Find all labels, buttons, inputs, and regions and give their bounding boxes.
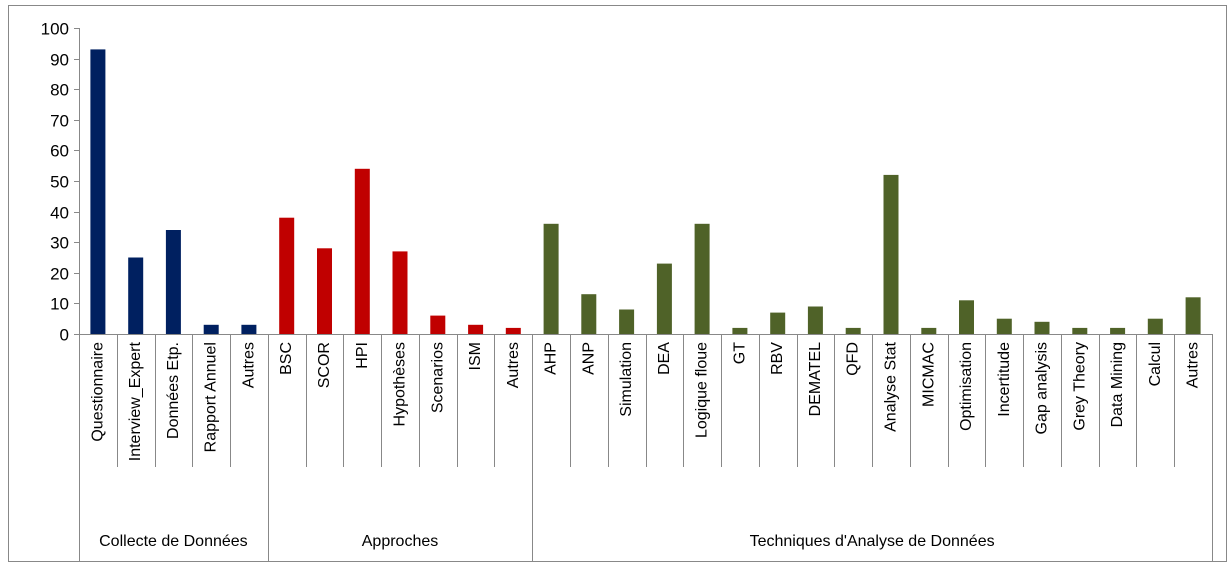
bar-micmac — [921, 327, 937, 334]
category-label: Autres — [505, 342, 522, 388]
bar-analyse-stat — [883, 174, 899, 334]
category-label: ISM — [467, 342, 484, 370]
bar-incertitude — [996, 318, 1012, 334]
category-label: Questionnaire — [89, 342, 106, 442]
category-label: BSC — [278, 342, 295, 375]
category-label: Grey Theory — [1071, 342, 1088, 431]
bar-gt — [732, 327, 748, 334]
y-tick-label: 80 — [50, 81, 69, 100]
y-tick-label: 0 — [60, 326, 69, 345]
category-label: Gap analysis — [1034, 342, 1051, 435]
bar-grey-theory — [1072, 327, 1088, 334]
category-label: SCOR — [316, 342, 333, 388]
bar-questionnaire — [90, 49, 106, 335]
bar-dea — [656, 263, 672, 334]
bar-calcul — [1147, 318, 1163, 334]
bar-ism — [468, 324, 484, 334]
y-tick-label: 50 — [50, 173, 69, 192]
group-label: Approches — [362, 533, 439, 550]
y-tick-label: 10 — [50, 295, 69, 314]
bar-data-mining — [1110, 327, 1126, 334]
y-tick-label: 40 — [50, 204, 69, 223]
category-label: Rapport Annuel — [203, 342, 220, 452]
category-label: Scenarios — [429, 342, 446, 413]
category-label: Logique floue — [694, 342, 711, 438]
y-tick-label: 60 — [50, 142, 69, 161]
y-tick-label: 30 — [50, 234, 69, 253]
y-tick-label: 20 — [50, 265, 69, 284]
bar-autres — [1185, 297, 1201, 334]
bar-ahp — [543, 223, 559, 334]
y-tick-label: 100 — [41, 20, 69, 39]
group-label: Techniques d'Analyse de Données — [750, 533, 995, 550]
bar-bsc — [279, 217, 295, 334]
bar-gap-analysis — [1034, 321, 1050, 334]
category-label: Hypothèses — [392, 342, 409, 427]
bar-optimisation — [959, 300, 974, 334]
bar-simulation — [619, 309, 635, 334]
category-label: DEA — [656, 342, 673, 375]
bar-scenarios — [430, 315, 446, 334]
category-label: DEMATEL — [807, 342, 824, 416]
bar-autres — [505, 327, 521, 334]
category-label: HPI — [354, 342, 371, 369]
category-label: MICMAC — [920, 342, 937, 407]
chart-frame — [8, 5, 1227, 562]
bar-anp — [581, 294, 597, 334]
bar-scor — [317, 248, 332, 334]
bar-rbv — [770, 312, 786, 334]
category-label: AHP — [543, 342, 560, 375]
y-tick-label: 90 — [50, 51, 69, 70]
category-label: Analyse Stat — [883, 341, 900, 431]
category-label: Interview_Expert — [127, 342, 144, 462]
category-label: Incertitude — [996, 342, 1013, 417]
bar-qfd — [845, 327, 861, 334]
category-label: Simulation — [618, 342, 635, 417]
category-label: Data Mining — [1109, 342, 1126, 427]
category-label: QFD — [845, 342, 862, 376]
bar-dematel — [807, 306, 823, 334]
bar-autres — [241, 324, 257, 334]
category-label: GT — [731, 342, 748, 364]
category-label: RBV — [769, 342, 786, 375]
bar-interview-expert — [128, 257, 144, 334]
bar-hpi — [354, 168, 370, 334]
bar-logique-floue — [694, 223, 710, 334]
category-label: Autres — [1185, 342, 1202, 388]
category-label: ANP — [580, 342, 597, 375]
bar-donn-es-etp- — [165, 230, 181, 334]
category-label: Données Etp. — [165, 342, 182, 439]
bar-rapport-annuel — [203, 324, 219, 334]
group-label: Collecte de Données — [99, 533, 248, 550]
bar-hypoth-ses — [392, 251, 408, 334]
category-label: Autres — [240, 342, 257, 388]
y-tick-label: 70 — [50, 112, 69, 131]
category-label: Optimisation — [958, 342, 975, 431]
category-label: Calcul — [1147, 342, 1164, 386]
